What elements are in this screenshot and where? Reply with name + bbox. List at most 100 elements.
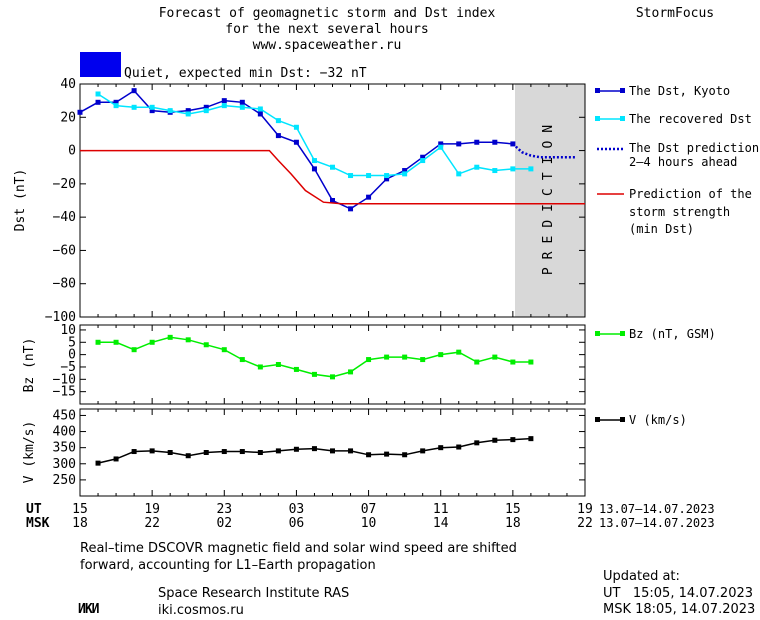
- dst-series-0-point-15: [348, 206, 354, 212]
- bz-series-0-point-24: [528, 359, 534, 365]
- v-series-0-point-20: [456, 444, 462, 450]
- updated-ut: UT 15:05, 14.07.2023: [603, 586, 753, 601]
- v-series-0-point-12: [311, 446, 317, 452]
- institute-name: Space Research Institute RAS: [158, 586, 349, 601]
- dst-series-0-point-20: [438, 141, 444, 147]
- dst-ytick-label-2: 0: [68, 144, 76, 159]
- dst-series-1-point-21: [474, 164, 480, 170]
- dst-series-1-point-7: [221, 103, 227, 109]
- dst-series-0-point-6: [185, 108, 191, 114]
- ut-tick-label-0: 15: [72, 502, 88, 517]
- dst-series-0-point-4: [149, 108, 155, 114]
- footer-note-1: Real–time DSCOVR magnetic field and sola…: [80, 541, 517, 556]
- dst-ytick-label-0: 40: [60, 77, 76, 92]
- dst-series-1-point-1: [113, 103, 119, 109]
- legend-storm-label-3: (min Dst): [629, 222, 694, 236]
- dst-series-1-point-13: [330, 164, 335, 170]
- bz-series-0-point-15: [366, 357, 372, 363]
- legend: The Dst, Kyoto The recovered Dst The Dst…: [595, 84, 759, 427]
- legend-recovered-marker: [595, 116, 600, 121]
- bz-ytick-label-2: 0: [68, 348, 76, 363]
- dst-series-1-point-5: [185, 111, 191, 117]
- legend-bz-marker-2: [620, 331, 625, 336]
- legend-kyoto-label: The Dst, Kyoto: [629, 84, 730, 98]
- v-series-0-point-14: [348, 448, 354, 454]
- dst-series-1-point-12: [311, 158, 317, 164]
- bz-series-0-point-13: [330, 374, 335, 380]
- bz-series-0-point-18: [420, 357, 426, 363]
- msk-tick-label-3: 06: [289, 516, 305, 531]
- bz-series-0-point-0: [95, 339, 101, 345]
- msk-tick-labels: 18 22 02 06 10 14 18 22: [72, 516, 593, 531]
- legend-storm-label-1: Prediction of the: [629, 187, 752, 201]
- dst-series-0-point-14: [330, 198, 335, 203]
- legend-prediction-label-1: The Dst prediction: [629, 141, 759, 155]
- dst-series-1-point-24: [528, 166, 534, 172]
- dst-series-0-point-0: [77, 109, 83, 115]
- bz-series-group: [95, 334, 534, 380]
- updated-label: Updated at:: [603, 569, 680, 584]
- msk-tick-label-6: 18: [505, 516, 521, 531]
- dst-series-line-2: [512, 142, 576, 159]
- v-axis-title: V (km/s): [22, 421, 37, 484]
- v-series-0-point-16: [384, 451, 390, 457]
- dst-ytick-label-7: −100: [45, 310, 76, 325]
- msk-tick-label-4: 10: [361, 516, 377, 531]
- msk-tick-label-2: 02: [216, 516, 232, 531]
- dst-series-0-point-22: [474, 139, 480, 145]
- v-series-group: [95, 436, 534, 466]
- dst-series-1-point-15: [366, 173, 372, 179]
- v-ytick-label-4: 250: [53, 473, 76, 488]
- legend-storm-label-2: storm strength: [629, 205, 730, 219]
- bz-series-0-point-10: [275, 362, 281, 367]
- legend-bz-label: Bz (nT, GSM): [629, 327, 716, 341]
- legend-kyoto-marker-2: [620, 88, 625, 93]
- dst-series-0-point-7: [203, 104, 209, 110]
- date-ut-label: 13.07–14.07.2023: [599, 502, 715, 516]
- dst-series-0-point-9: [239, 99, 245, 105]
- dst-y-ticks: 40 20 0 −20 −40 −60 −80 −100: [45, 77, 585, 325]
- dst-series-1-point-14: [348, 173, 354, 179]
- dst-series-1-point-11: [293, 124, 299, 130]
- ut-tick-label-2: 23: [216, 502, 232, 517]
- ut-axis-label: UT: [26, 502, 42, 517]
- dst-series-line-0: [79, 89, 513, 210]
- bz-series-line-0: [98, 336, 531, 378]
- status-swatch: [80, 52, 121, 77]
- title-line-2: for the next several hours: [225, 22, 429, 37]
- v-series-0-point-22: [492, 437, 498, 443]
- dst-series-1-point-0: [95, 91, 101, 97]
- dst-series-0-point-23: [492, 139, 498, 145]
- legend-recovered-label: The recovered Dst: [629, 112, 752, 126]
- dst-series-0-point-10: [257, 111, 263, 117]
- bz-ytick-label-0: 10: [60, 323, 76, 338]
- institute-site: iki.cosmos.ru: [158, 603, 244, 618]
- dst-series-1-point-18: [420, 158, 426, 164]
- ut-tick-label-6: 15: [505, 502, 521, 517]
- dst-series-0-point-11: [275, 133, 281, 139]
- dst-series-1-point-10: [275, 118, 281, 124]
- legend-bz-marker: [595, 331, 600, 336]
- dst-series-1-point-23: [510, 166, 516, 172]
- prediction-label: PREDICTION: [541, 117, 556, 275]
- bz-series-0-point-5: [185, 337, 191, 343]
- dst-series-0-point-13: [311, 166, 317, 172]
- bz-series-0-point-17: [402, 354, 408, 360]
- bz-series-0-point-11: [293, 366, 299, 372]
- bz-series-0-point-9: [257, 364, 263, 370]
- footer-note-2: forward, accounting for L1–Earth propaga…: [80, 558, 376, 573]
- bz-series-0-point-6: [203, 342, 209, 348]
- bz-axis-title: Bz (nT): [22, 338, 37, 393]
- bz-series-0-point-23: [510, 359, 516, 365]
- msk-axis-label: MSK: [26, 516, 50, 531]
- bz-series-0-point-7: [221, 347, 227, 353]
- v-series-0-point-23: [510, 437, 516, 443]
- v-series-0-point-11: [293, 446, 299, 452]
- bz-series-0-point-16: [384, 354, 390, 360]
- dst-ytick-label-6: −80: [53, 277, 76, 292]
- v-series-0-point-1: [113, 456, 119, 462]
- v-series-0-point-13: [330, 448, 335, 454]
- v-series-0-point-6: [203, 450, 209, 455]
